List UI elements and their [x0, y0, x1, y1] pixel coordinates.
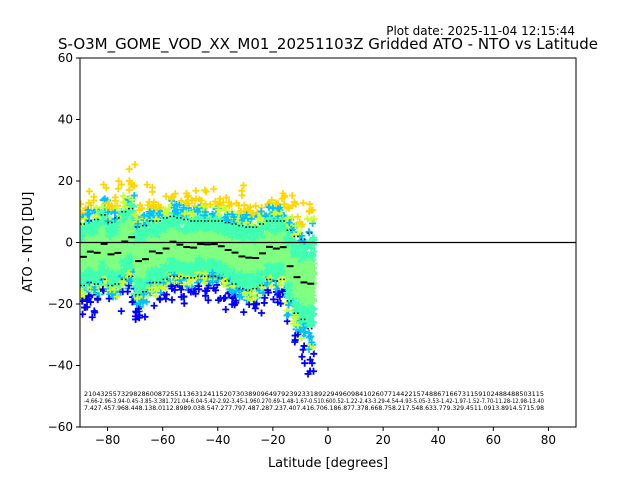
chart-title: S-O3M_GOME_VOD_XX_M01_20251103Z Gridded …	[58, 35, 598, 54]
scatter-point	[90, 272, 98, 280]
scatter-point	[92, 245, 100, 253]
scatter-point	[90, 237, 98, 245]
scatter-point	[97, 210, 105, 218]
scatter-point	[104, 208, 112, 216]
scatter-point	[84, 251, 92, 259]
scatter-point	[100, 181, 108, 189]
scatter-point	[83, 296, 91, 304]
scatter-point	[84, 266, 92, 274]
scatter-point	[87, 298, 95, 306]
scatter-point	[85, 210, 93, 218]
scatter-point	[111, 286, 119, 294]
scatter-point	[104, 217, 112, 225]
scatter-point	[80, 200, 85, 208]
scatter-point	[97, 225, 105, 233]
scatter-point	[88, 313, 96, 321]
scatter-point	[113, 293, 121, 301]
scatter-point	[105, 295, 113, 303]
scatter-point	[84, 235, 92, 243]
scatter-point	[80, 209, 85, 217]
scatter-point	[80, 252, 86, 260]
scatter-point	[90, 193, 98, 201]
scatter-point	[117, 307, 125, 315]
scatter-point	[87, 202, 95, 210]
scatter-point	[113, 204, 121, 212]
scatter-point	[80, 243, 86, 251]
scatter-point	[80, 297, 86, 305]
scatter-point	[105, 199, 113, 207]
plot-date: Plot date: 2025-11-04 12:15:44	[386, 24, 575, 38]
scatter-point	[114, 185, 122, 193]
scatter-point	[94, 296, 102, 304]
scatter-point	[106, 224, 114, 232]
scatter-point	[90, 307, 98, 315]
scatter-point	[80, 230, 88, 238]
scatter-point	[90, 286, 98, 294]
scatter-point	[85, 187, 93, 195]
scatter-point	[80, 273, 85, 281]
scatter-point	[85, 292, 93, 300]
scatter-point	[104, 200, 112, 208]
scatter-point	[101, 195, 109, 203]
scatter-point	[84, 226, 92, 234]
scatter-point	[80, 264, 87, 272]
scatter-point	[83, 303, 91, 311]
scatter-point	[91, 279, 99, 287]
